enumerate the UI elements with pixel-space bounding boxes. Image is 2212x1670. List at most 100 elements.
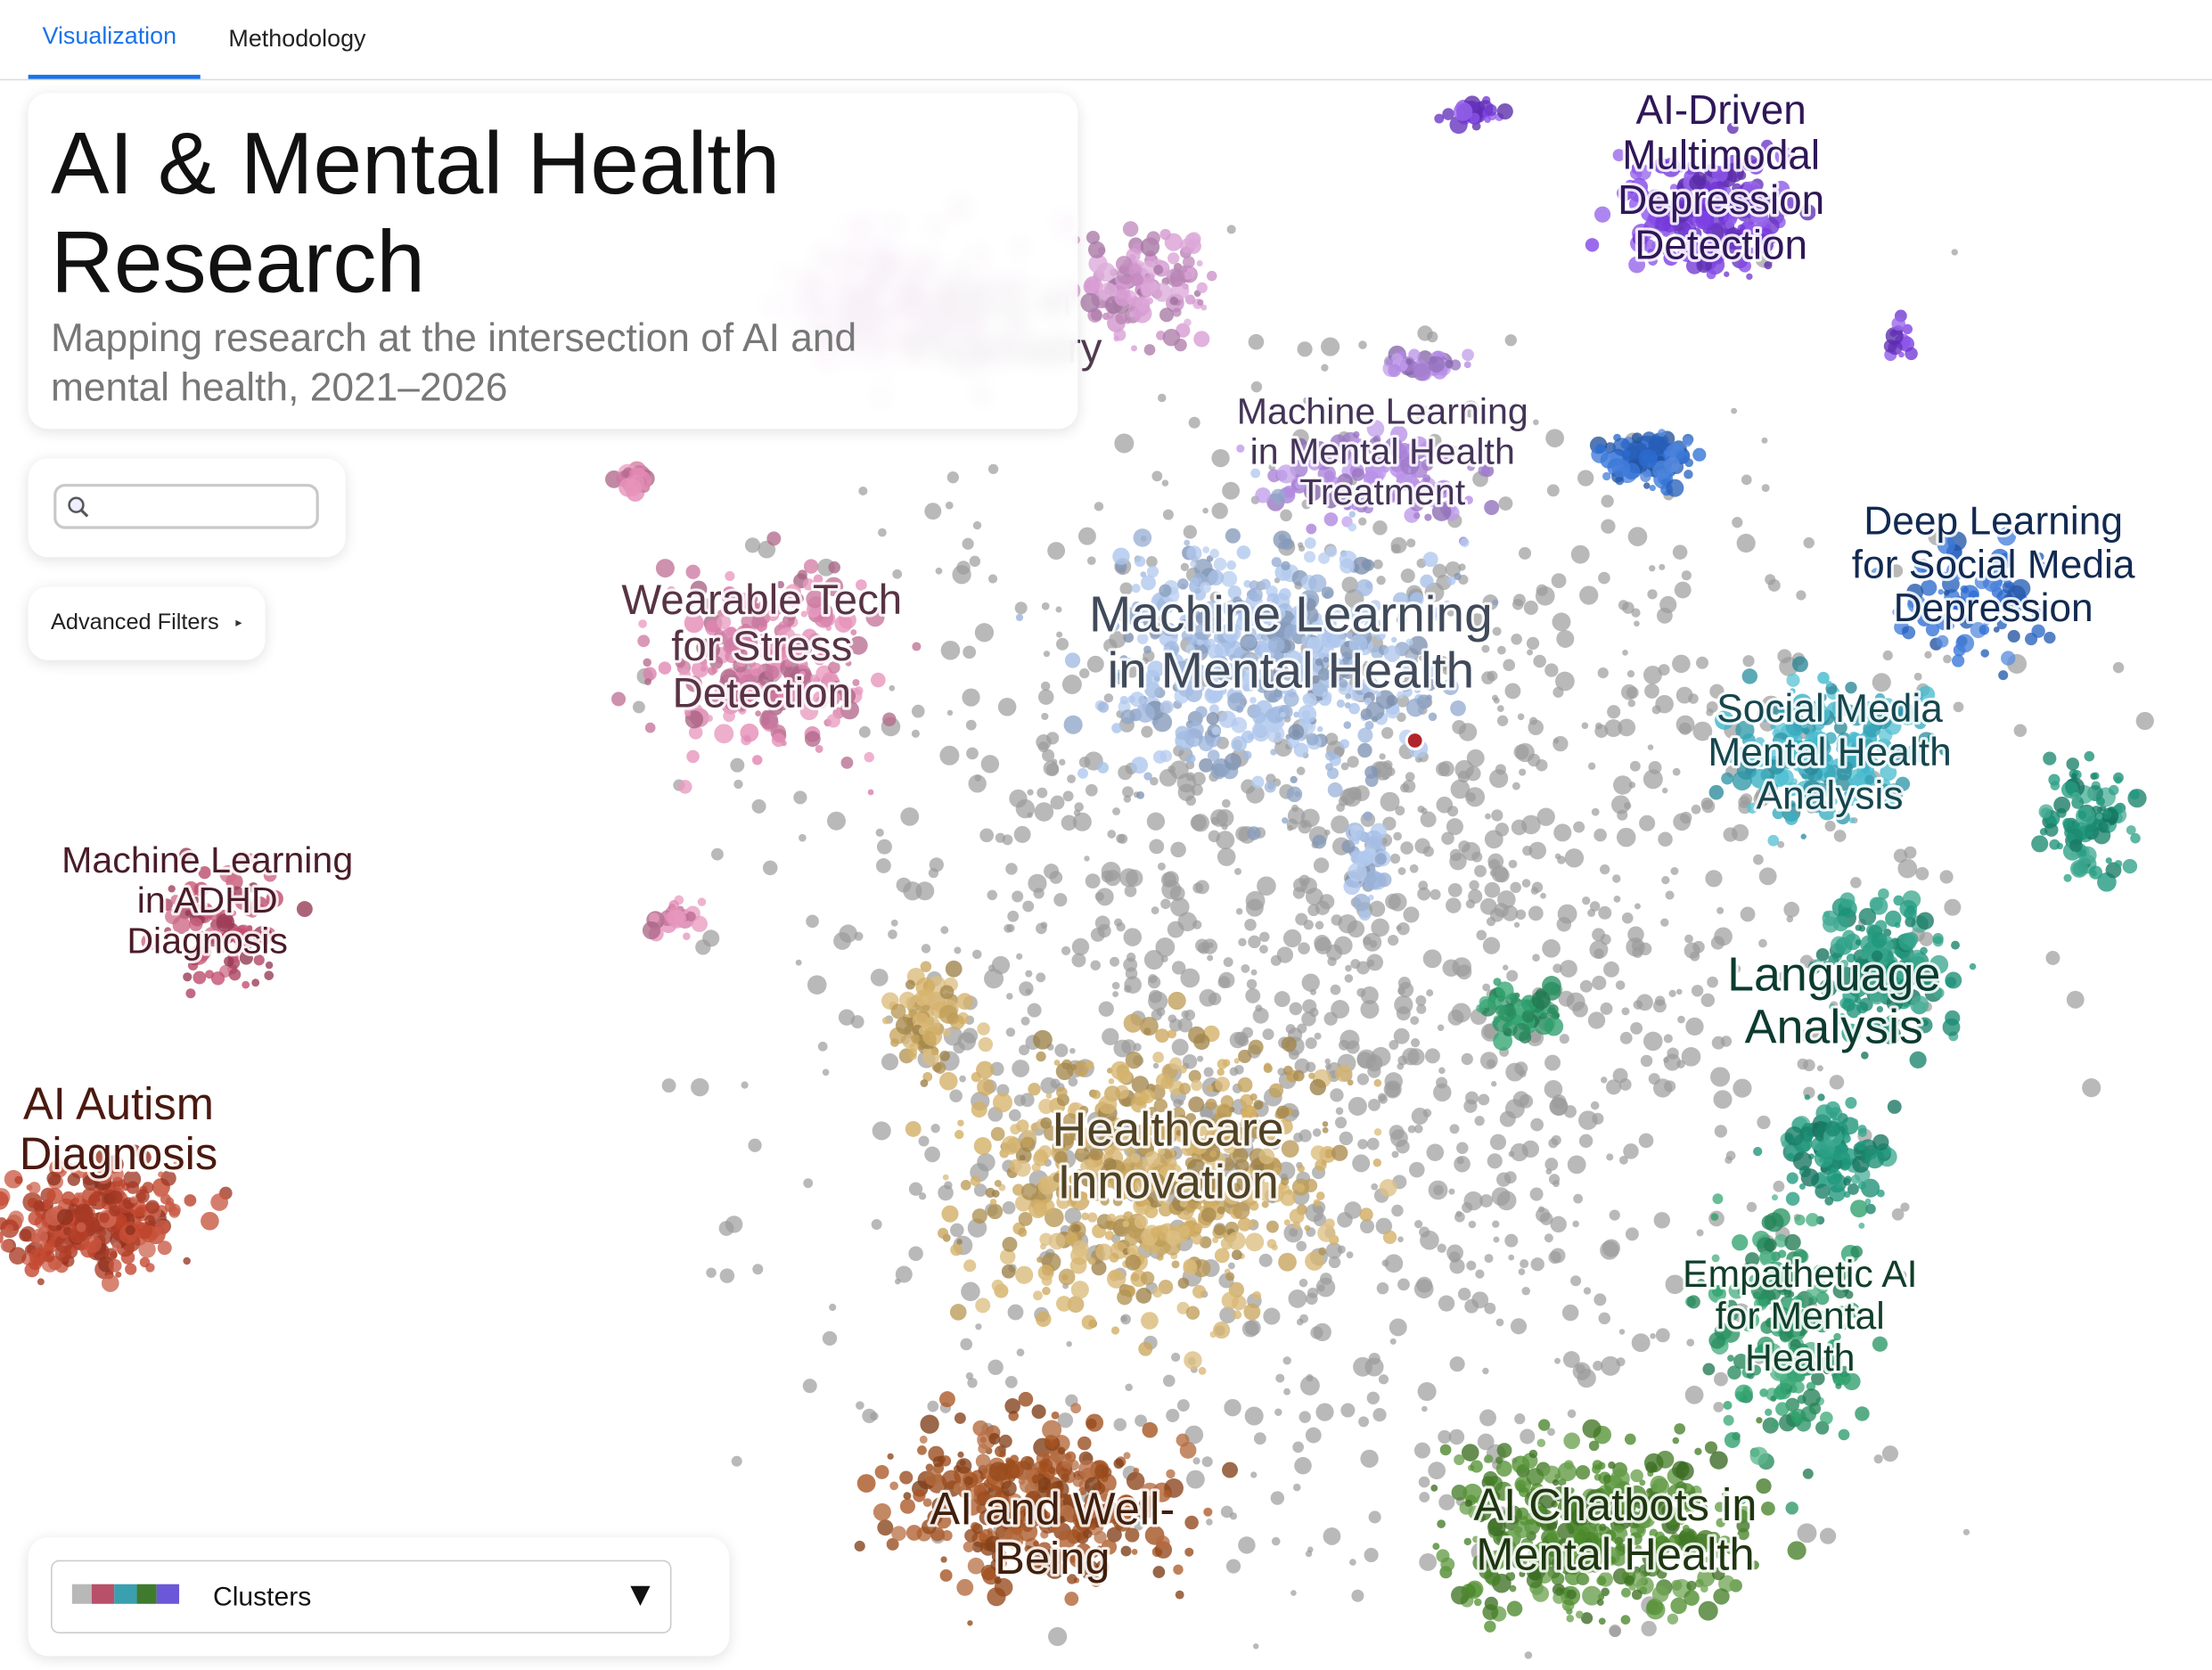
paper-point [1120,1314,1131,1325]
paper-point [1696,656,1709,669]
paper-point [658,661,672,675]
paper-point [1356,1073,1370,1085]
paper-point [1162,509,1174,520]
paper-point [903,881,922,901]
paper-point [1290,1590,1297,1596]
paper-point [1331,1144,1348,1161]
paper-point [1581,722,1589,730]
paper-point [1297,542,1304,548]
paper-point [111,1241,122,1252]
paper-point [1612,149,1626,162]
paper-point [1352,893,1371,912]
paper-point [1195,880,1209,895]
paper-point [1591,807,1600,816]
paper-point [1413,1124,1423,1134]
paper-point [1184,1351,1202,1370]
paper-point [871,672,886,688]
paper-point [1395,806,1405,816]
paper-point [1171,1260,1180,1269]
paper-point [1055,1062,1074,1081]
paper-point [974,623,995,643]
paper-point [56,1208,74,1225]
paper-point [954,1129,964,1140]
paper-point [2070,851,2077,858]
paper-point [1315,1191,1325,1200]
paper-point [1623,1143,1639,1159]
paper-point [1458,723,1478,741]
paper-point [1778,971,1789,982]
paper-point [1355,830,1366,841]
paper-point [125,1224,135,1236]
paper-point [1544,1054,1561,1071]
paper-point [1519,546,1532,560]
paper-point [1152,282,1172,302]
paper-point [1305,1061,1316,1073]
paper-point [1856,1141,1866,1151]
paper-point [949,1089,963,1103]
paper-point [1448,1188,1455,1195]
paper-point [833,932,851,950]
paper-point [918,1192,927,1200]
paper-point [251,978,260,987]
paper-point [1998,670,2009,681]
paper-point [1339,1029,1360,1050]
paper-point [994,1179,1002,1187]
paper-point [1252,1290,1262,1300]
paper-point [1103,693,1114,703]
paper-point [1131,757,1149,774]
paper-point [1373,1128,1382,1136]
paper-point [1214,1248,1230,1264]
paper-point [1373,1078,1382,1087]
paper-point [1474,864,1487,878]
paper-point [1643,665,1662,684]
paper-point [1143,772,1152,781]
paper-point [1102,1027,1119,1045]
paper-point [1800,1168,1820,1187]
paper-point [1382,1230,1397,1244]
paper-point [909,1042,919,1052]
paper-point [1552,612,1571,632]
paper-point [1622,650,1628,656]
paper-point [1515,909,1527,921]
paper-point [1626,686,1639,700]
paper-point [1721,772,1734,785]
paper-point [1643,482,1651,489]
paper-point [1465,1091,1479,1105]
paper-point [945,501,954,510]
paper-point [1548,1138,1559,1149]
paper-point [1742,655,1755,667]
paper-point [822,1330,838,1347]
paper-point [1282,929,1302,948]
paper-point [1237,1076,1253,1093]
paper-point [1495,1318,1504,1327]
paper-point [1430,888,1441,900]
paper-point [1178,1082,1192,1095]
paper-point [1212,1237,1219,1244]
paper-point [1020,1093,1035,1108]
paper-point [1143,1027,1151,1036]
paper-point [1056,631,1063,638]
paper-point [1492,626,1502,636]
paper-point [1147,975,1161,989]
paper-point [1418,880,1429,891]
paper-point [965,1371,974,1380]
paper-point [1280,1190,1297,1207]
paper-point [1824,820,1836,832]
paper-point [1083,276,1103,297]
paper-point [1468,888,1483,904]
paper-point [1336,803,1345,813]
paper-point [1217,847,1236,866]
paper-point [927,1400,939,1412]
paper-point [1405,358,1413,365]
paper-point [1529,1187,1544,1201]
paper-point [101,1274,119,1292]
paper-point [1435,682,1442,689]
paper-point [714,724,734,744]
paper-point [1530,1117,1544,1132]
paper-point [1307,904,1320,917]
paper-point [1255,487,1271,503]
paper-point [1036,922,1047,935]
paper-point [1301,499,1312,510]
paper-point [1521,879,1531,888]
